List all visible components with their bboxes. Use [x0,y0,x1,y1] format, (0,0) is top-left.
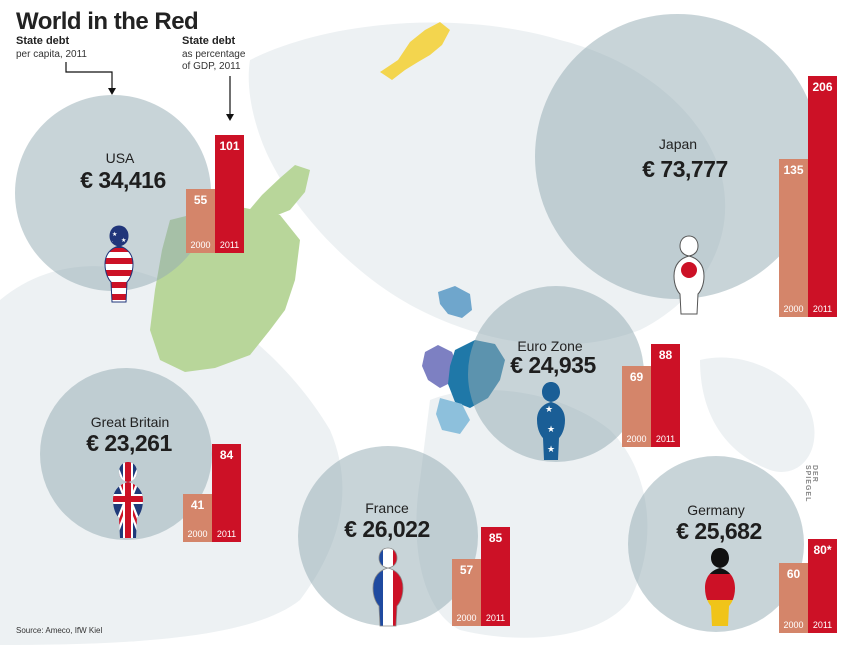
japan-flag-figure-icon [673,235,705,315]
bar-value-label: 57 [459,563,474,577]
bar-value-label: 41 [190,498,205,512]
bar-euro-zone-2011: 88 2011 [651,344,680,447]
country-name-usa: USA [105,150,135,166]
legend-per-capita-sub: per capita, 2011 [16,49,87,60]
bar-japan-2011: 206 2011 [808,76,837,317]
svg-text:★: ★ [112,231,117,238]
svg-text:★: ★ [121,237,126,244]
bar-usa-2000: 55 2000 [186,189,215,253]
bar-year-label: 2000 [783,620,804,630]
bar-value-label: 60 [786,567,801,581]
per-capita-great-britain: € 23,261 [86,430,172,456]
bar-value-label: 85 [488,531,503,545]
bar-year-label: 2011 [216,529,237,539]
bar-great-britain-2000: 41 2000 [183,494,212,542]
legend-gdp-sub-1: as percentage [182,49,246,60]
bar-value-label: 101 [219,139,240,153]
per-capita-usa: € 34,416 [80,167,166,193]
per-capita-japan: € 73,777 [642,156,728,182]
bar-value-label: 69 [629,370,644,384]
country-name-france: France [365,500,409,516]
svg-text:★: ★ [547,444,555,454]
bar-year-label: 2000 [456,613,477,623]
bar-year-label: 2011 [485,613,506,623]
bar-year-label: 2000 [626,434,647,444]
bar-year-label: 2011 [812,620,833,630]
euro-zone-flag-figure-icon: ★ ★ ★ [537,382,565,460]
bar-germany-2000: 60 2000 [779,563,808,633]
per-capita-france: € 26,022 [344,516,430,542]
source-note: Source: Ameco, IfW Kiel [16,626,103,635]
arrow-per-capita-icon [65,62,113,90]
bar-france-2011: 85 2011 [481,527,510,626]
per-capita-germany: € 25,682 [676,518,762,544]
bar-usa-2011: 101 2011 [215,135,244,253]
legend-gdp-sub-2: of GDP, 2011 [182,61,241,72]
france-flag-figure-icon [372,547,404,627]
bar-year-label: 2011 [812,304,833,314]
germany-flag-figure-icon [705,548,735,626]
bar-year-label: 2000 [783,304,804,314]
bar-euro-zone-2000: 69 2000 [622,366,651,447]
bar-france-2000: 57 2000 [452,559,481,626]
bar-year-label: 2000 [187,529,208,539]
per-capita-euro-zone: € 24,935 [510,352,596,378]
bar-germany-2011: 80* 2011 [808,539,837,633]
legend-per-capita-heading: State debt [16,35,70,47]
bar-year-label: 2011 [655,434,676,444]
japan-circle [535,14,820,299]
bar-value-label: 80* [813,543,832,557]
greenland-shape [380,22,450,80]
legend-gdp-heading: State debt [182,35,236,47]
bar-value-label: 206 [812,80,833,94]
bar-value-label: 55 [193,193,208,207]
bar-year-label: 2000 [190,240,211,250]
great-britain-flag-figure-icon [113,462,143,538]
country-name-great-britain: Great Britain [90,414,170,430]
publisher-watermark: DER SPIEGEL [804,465,818,503]
bar-value-label: 88 [658,348,673,362]
country-name-japan: Japan [658,136,698,152]
scandinavia-shape [438,286,472,318]
page-title: World in the Red [16,8,199,35]
alaska-shape [245,165,310,218]
bar-great-britain-2011: 84 2011 [212,444,241,542]
svg-text:★: ★ [545,404,553,414]
bar-japan-2000: 135 2000 [779,159,808,317]
bar-value-label: 135 [783,163,804,177]
bar-year-label: 2011 [219,240,240,250]
usa-flag-figure-icon: ★★★ [104,225,134,303]
svg-text:★: ★ [547,424,555,434]
bar-value-label: 84 [219,448,234,462]
country-name-germany: Germany [687,502,745,518]
country-name-euro-zone: Euro Zone [517,338,583,354]
